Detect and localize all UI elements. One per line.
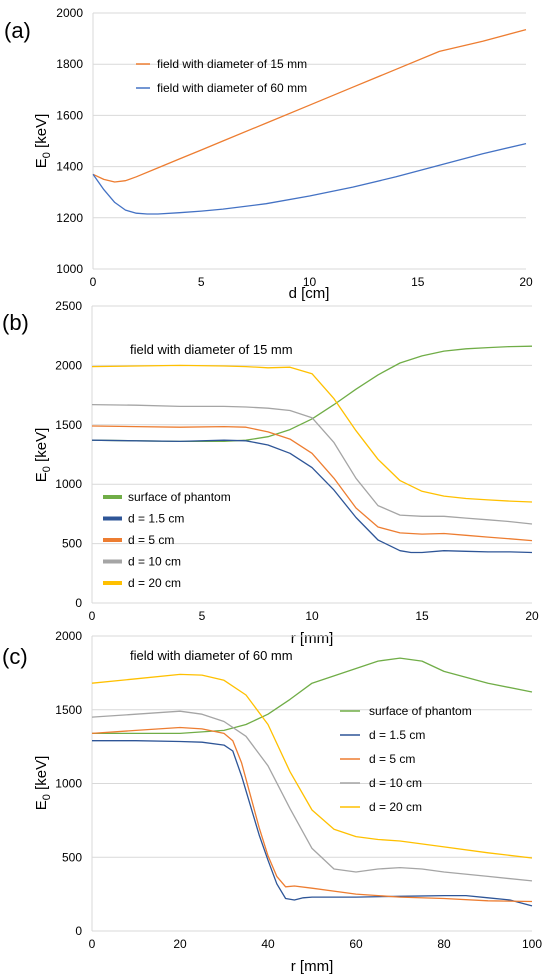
legend-entry: d = 5 cm: [128, 533, 174, 547]
x-tick-label: 15: [411, 275, 425, 289]
x-tick-label: 5: [198, 275, 205, 289]
y-axis-title: E0 [keV]: [33, 114, 53, 169]
y-tick-label: 1500: [55, 703, 82, 717]
series-line-2: [92, 740, 533, 907]
x-tick-label: 20: [173, 937, 187, 951]
series-line-3: [91, 726, 533, 903]
y-tick-label: 1800: [56, 57, 83, 71]
chart-annotation: field with diameter of 15 mm: [130, 342, 293, 357]
legend-swatch: [103, 538, 122, 542]
legend-entry: d = 10 cm: [128, 555, 181, 569]
legend-swatch: [103, 495, 122, 499]
panel-label: (a): [4, 18, 31, 43]
y-tick-label: 1000: [55, 777, 82, 791]
y-tick-label: 1200: [56, 211, 83, 225]
series-line-2: [91, 439, 533, 554]
series-line-1: [91, 345, 533, 443]
x-tick-label: 80: [437, 937, 451, 951]
x-tick-label: 10: [303, 275, 317, 289]
y-tick-label: 2500: [55, 299, 82, 313]
x-axis-title: d [cm]: [289, 285, 330, 302]
x-tick-label: 10: [305, 609, 319, 623]
legend-entry: d = 5 cm: [369, 752, 415, 766]
legend-entry: d = 10 cm: [369, 776, 422, 790]
legend-swatch: [103, 516, 122, 521]
series-line-4: [91, 403, 533, 525]
y-axis-title: E0 [keV]: [33, 428, 53, 483]
x-axis-title: r [mm]: [291, 958, 334, 975]
panel-label: (b): [2, 310, 29, 335]
x-tick-label: 0: [89, 937, 96, 951]
legend-entry: d = 1.5 cm: [128, 512, 184, 526]
legend: surface of phantom d = 1.5 cm d = 5 cm d = …: [103, 490, 231, 590]
legend-entry: surface of phantom: [369, 704, 472, 718]
x-axis-title: r [mm]: [291, 630, 334, 647]
chart-annotation: field with diameter of 60 mm: [130, 648, 293, 663]
series-line-4: [91, 710, 533, 882]
y-tick-label: 1400: [56, 160, 83, 174]
x-tick-label: 20: [525, 609, 539, 623]
series-line-3: [91, 425, 533, 542]
legend-entry: d = 20 cm: [369, 800, 422, 814]
y-tick-label: 1000: [55, 477, 82, 491]
y-tick-label: 1000: [56, 262, 83, 276]
y-axis-title: E0 [keV]: [33, 756, 53, 811]
legend-swatch: [103, 559, 122, 564]
y-tick-label: 0: [75, 924, 82, 938]
x-tick-label: 0: [89, 609, 96, 623]
legend: surface of phantom d = 1.5 cm d = 5 cm d = …: [340, 704, 472, 814]
chart-panel-2: 0 5 10 15 20 0 500 1000 1500 2000 2500 (b) r [mm] E0 …: [2, 299, 539, 647]
x-tick-label: 0: [90, 275, 97, 289]
series-line-1: [92, 28, 527, 183]
legend-entry: d = 20 cm: [128, 576, 181, 590]
y-tick-label: 500: [62, 537, 82, 551]
y-tick-label: 1600: [56, 108, 83, 122]
y-tick-label: 0: [75, 596, 82, 610]
legend-entry: field with diameter of 60 mm: [157, 81, 307, 95]
legend-swatch: [103, 581, 122, 585]
x-tick-label: 20: [519, 275, 533, 289]
y-tick-label: 2000: [55, 358, 82, 372]
x-tick-label: 40: [261, 937, 275, 951]
legend: field with diameter of 15 mm field with d…: [136, 57, 307, 95]
x-tick-label: 5: [199, 609, 206, 623]
legend-entry: d = 1.5 cm: [369, 728, 425, 742]
y-tick-label: 500: [62, 850, 82, 864]
series-line-1: [92, 657, 533, 735]
x-tick-label: 60: [349, 937, 363, 951]
x-tick-label: 15: [415, 609, 429, 623]
legend-entry: field with diameter of 15 mm: [157, 57, 307, 71]
x-tick-label: 100: [522, 937, 542, 951]
y-tick-label: 1500: [55, 418, 82, 432]
y-tick-label: 2000: [55, 629, 82, 643]
y-tick-label: 2000: [56, 6, 83, 20]
series-line-2: [92, 142, 527, 215]
legend-entry: surface of phantom: [128, 490, 231, 504]
panel-label: (c): [2, 644, 28, 669]
series-line-5: [91, 673, 533, 859]
series-line-5: [91, 364, 533, 503]
chart-panel-1: 0 5 10 15 20 1000 1200 1400 1600 1800 2000 (a) d [cm…: [4, 6, 533, 302]
